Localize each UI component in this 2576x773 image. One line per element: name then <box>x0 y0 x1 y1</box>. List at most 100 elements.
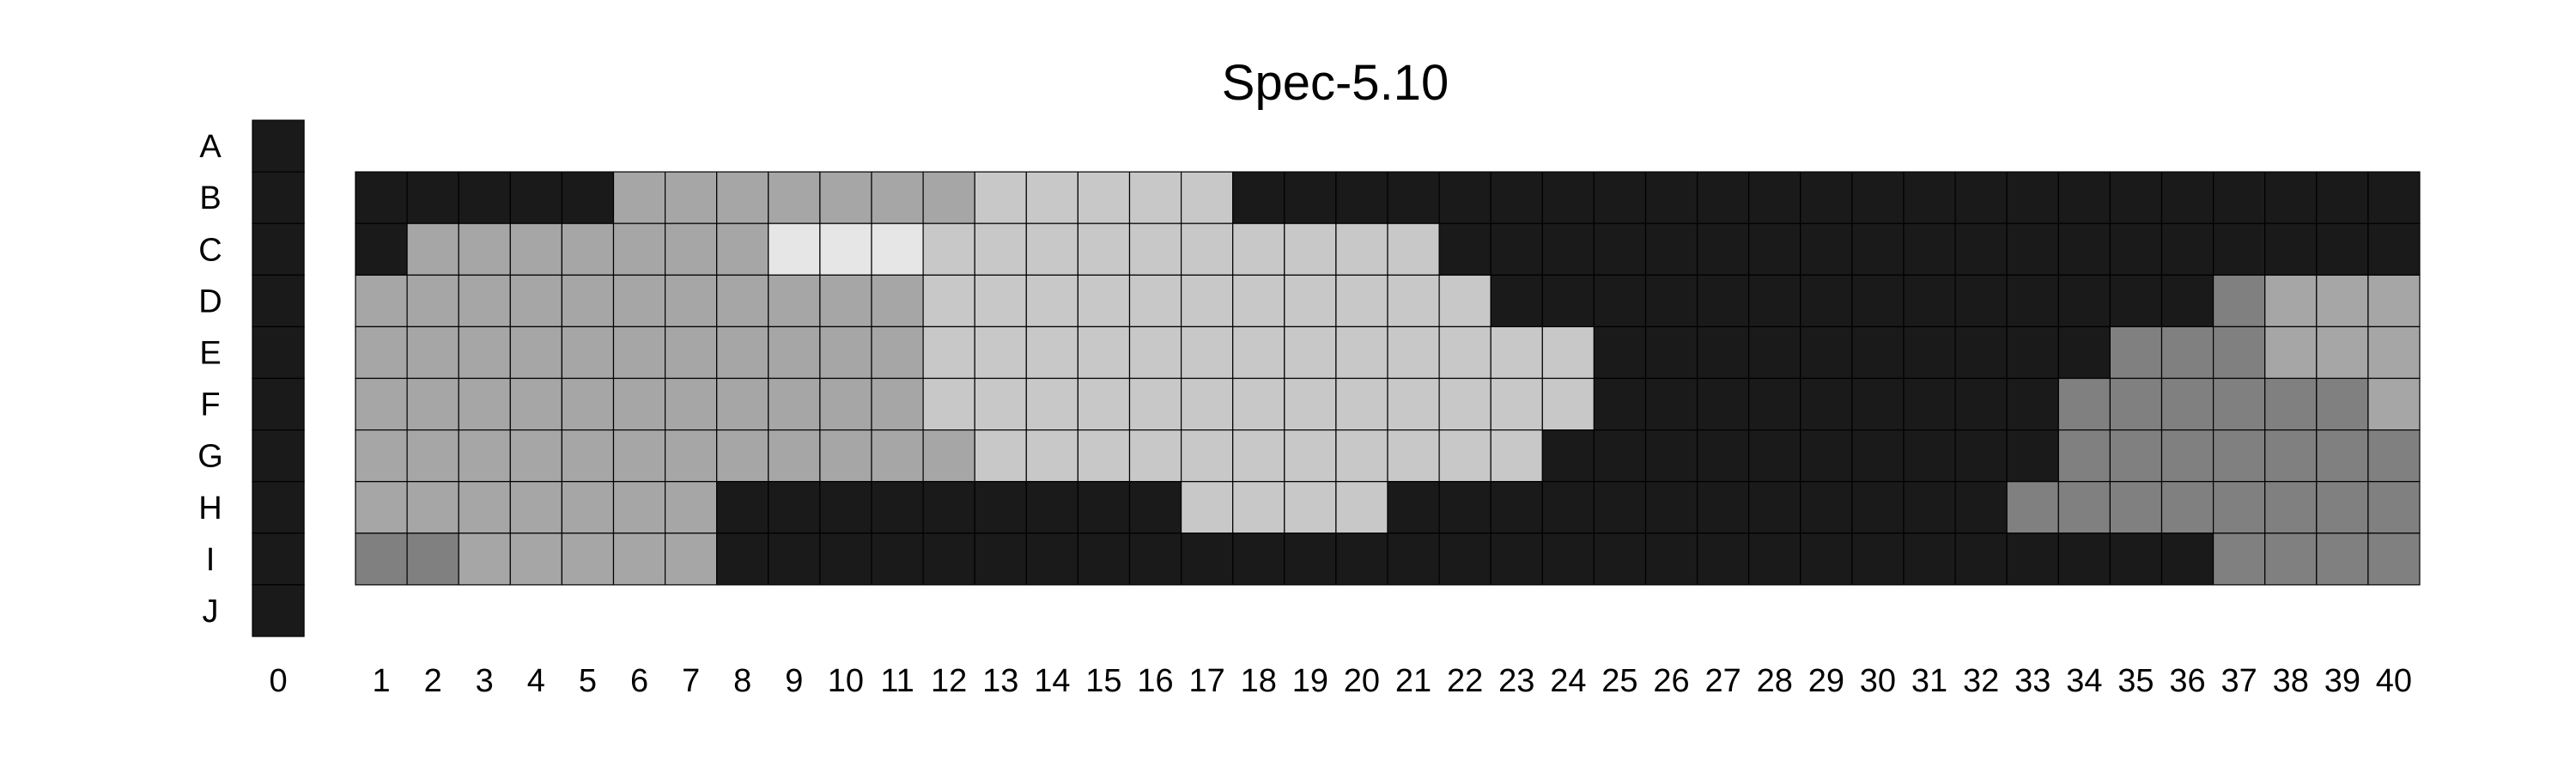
cell-h-4 <box>509 481 562 534</box>
cell-c-1 <box>355 222 408 276</box>
cell-h-1 <box>355 481 408 534</box>
cell-e-29 <box>1800 326 1853 380</box>
cell-h-15 <box>1077 481 1131 534</box>
column-label-16: 16 <box>1137 663 1173 699</box>
cell-e-4 <box>509 326 562 380</box>
cell-h-24 <box>1541 481 1595 534</box>
cell-g-29 <box>1800 429 1853 483</box>
cell-g-30 <box>1851 429 1905 483</box>
cell-g-28 <box>1748 429 1801 483</box>
column-label-23: 23 <box>1498 663 1534 699</box>
cell-h-28 <box>1748 481 1801 534</box>
cell-h-34 <box>2057 481 2111 534</box>
cell-i-31 <box>1903 533 1956 586</box>
cell-g-13 <box>974 429 1027 483</box>
cell-e-39 <box>2316 326 2369 380</box>
cell-d-25 <box>1593 274 1647 327</box>
column-label-10: 10 <box>828 663 864 699</box>
cell-f-26 <box>1644 377 1698 431</box>
cell-h-18 <box>1232 481 1285 534</box>
cell-h-39 <box>2316 481 2369 534</box>
cell-i-15 <box>1077 533 1131 586</box>
cell-e-8 <box>716 326 769 380</box>
cell-f-38 <box>2264 377 2318 431</box>
cell-i-8 <box>716 533 769 586</box>
cell-c-28 <box>1748 222 1801 276</box>
column-label-7: 7 <box>682 663 700 699</box>
cell-d-6 <box>612 274 666 327</box>
cell-h-29 <box>1800 481 1853 534</box>
cell-e-15 <box>1077 326 1131 380</box>
cell-h-10 <box>819 481 872 534</box>
cell-d-22 <box>1438 274 1492 327</box>
cell-g-15 <box>1077 429 1131 483</box>
cell-i-34 <box>2057 533 2111 586</box>
cell-c-30 <box>1851 222 1905 276</box>
cell-b-11 <box>871 171 924 224</box>
cell-f-0 <box>252 377 305 431</box>
cell-h-5 <box>561 481 615 534</box>
cell-c-38 <box>2264 222 2318 276</box>
cell-b-32 <box>1954 171 2008 224</box>
cell-e-2 <box>406 326 459 380</box>
cell-b-31 <box>1903 171 1956 224</box>
cell-d-11 <box>871 274 924 327</box>
cell-e-31 <box>1903 326 1956 380</box>
cell-g-9 <box>768 429 821 483</box>
cell-b-21 <box>1387 171 1440 224</box>
cell-d-5 <box>561 274 615 327</box>
column-label-31: 31 <box>1911 663 1947 699</box>
cell-c-25 <box>1593 222 1647 276</box>
cell-c-2 <box>406 222 459 276</box>
column-label-39: 39 <box>2324 663 2360 699</box>
cell-h-9 <box>768 481 821 534</box>
cell-b-4 <box>509 171 562 224</box>
cell-h-2 <box>406 481 459 534</box>
cell-d-29 <box>1800 274 1853 327</box>
cell-i-28 <box>1748 533 1801 586</box>
cell-g-38 <box>2264 429 2318 483</box>
cell-f-36 <box>2160 377 2215 431</box>
cell-g-7 <box>664 429 718 483</box>
cell-e-16 <box>1128 326 1182 380</box>
cell-f-3 <box>458 377 511 431</box>
cell-c-0 <box>252 222 305 276</box>
cell-g-37 <box>2213 429 2266 483</box>
cell-h-35 <box>2109 481 2163 534</box>
cell-d-12 <box>922 274 975 327</box>
column-zero-strip <box>252 119 305 637</box>
cell-f-17 <box>1180 377 1234 431</box>
column-label-21: 21 <box>1395 663 1431 699</box>
cell-f-14 <box>1025 377 1079 431</box>
cell-e-21 <box>1387 326 1440 380</box>
cell-d-21 <box>1387 274 1440 327</box>
cell-c-36 <box>2160 222 2215 276</box>
cell-b-33 <box>2006 171 2059 224</box>
cell-e-35 <box>2109 326 2163 380</box>
cell-c-8 <box>716 222 769 276</box>
cell-i-40 <box>2367 533 2421 586</box>
cell-f-8 <box>716 377 769 431</box>
cell-e-5 <box>561 326 615 380</box>
cell-c-16 <box>1128 222 1182 276</box>
cell-f-6 <box>612 377 666 431</box>
cell-h-20 <box>1335 481 1388 534</box>
row-label-b: B <box>199 180 221 216</box>
column-label-3: 3 <box>476 663 494 699</box>
cell-g-25 <box>1593 429 1647 483</box>
cell-h-26 <box>1644 481 1698 534</box>
column-label-19: 19 <box>1292 663 1328 699</box>
column-label-36: 36 <box>2169 663 2205 699</box>
cell-i-25 <box>1593 533 1647 586</box>
row-label-d: D <box>198 283 222 320</box>
cell-b-5 <box>561 171 615 224</box>
cell-b-24 <box>1541 171 1595 224</box>
cell-f-30 <box>1851 377 1905 431</box>
cell-h-38 <box>2264 481 2318 534</box>
cell-a-0 <box>252 119 305 173</box>
cell-e-30 <box>1851 326 1905 380</box>
cell-e-32 <box>1954 326 2008 380</box>
cell-d-19 <box>1284 274 1337 327</box>
cell-h-0 <box>252 481 305 534</box>
